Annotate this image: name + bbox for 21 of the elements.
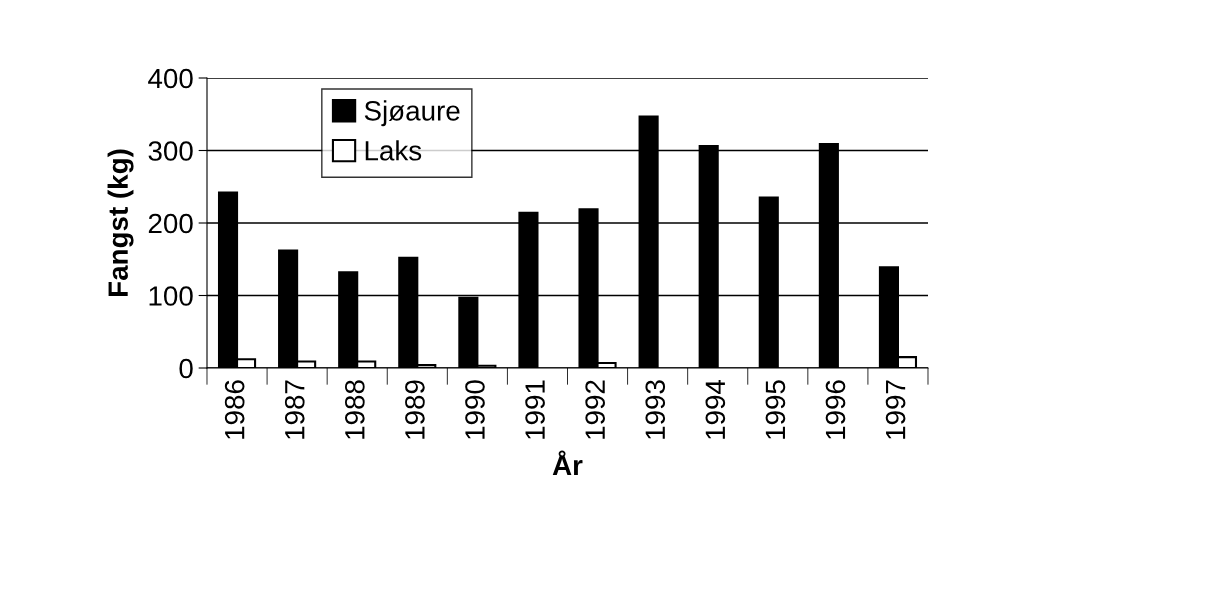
x-tick-label: 1994 xyxy=(705,379,726,439)
legend-label: Laks xyxy=(365,140,422,161)
x-tick-label: 1997 xyxy=(885,380,906,439)
legend-label: Sjøaure xyxy=(364,100,460,127)
y-tick-label: 0 xyxy=(179,358,193,379)
x-axis-title: År xyxy=(552,450,583,475)
x-tick-label: 1988 xyxy=(344,380,365,439)
x-tick-label: 1991 xyxy=(525,380,545,439)
x-tick-label: 1987 xyxy=(284,380,305,439)
x-tick-label: 1990 xyxy=(465,380,485,439)
y-axis-title: Fangst (kg) xyxy=(107,149,134,296)
x-tick-label: 1989 xyxy=(405,380,425,439)
x-tick-label: 1993 xyxy=(645,380,666,439)
y-tick-label: 100 xyxy=(149,286,193,306)
y-tick-label: 200 xyxy=(148,213,193,234)
x-tick-label: 1986 xyxy=(224,380,245,439)
x-tick-label: 1995 xyxy=(765,380,786,439)
x-tick-label: 1992 xyxy=(585,380,605,439)
y-tick-label: 300 xyxy=(148,141,193,161)
y-tick-label: 400 xyxy=(148,68,193,89)
x-tick-label: 1996 xyxy=(825,380,846,439)
